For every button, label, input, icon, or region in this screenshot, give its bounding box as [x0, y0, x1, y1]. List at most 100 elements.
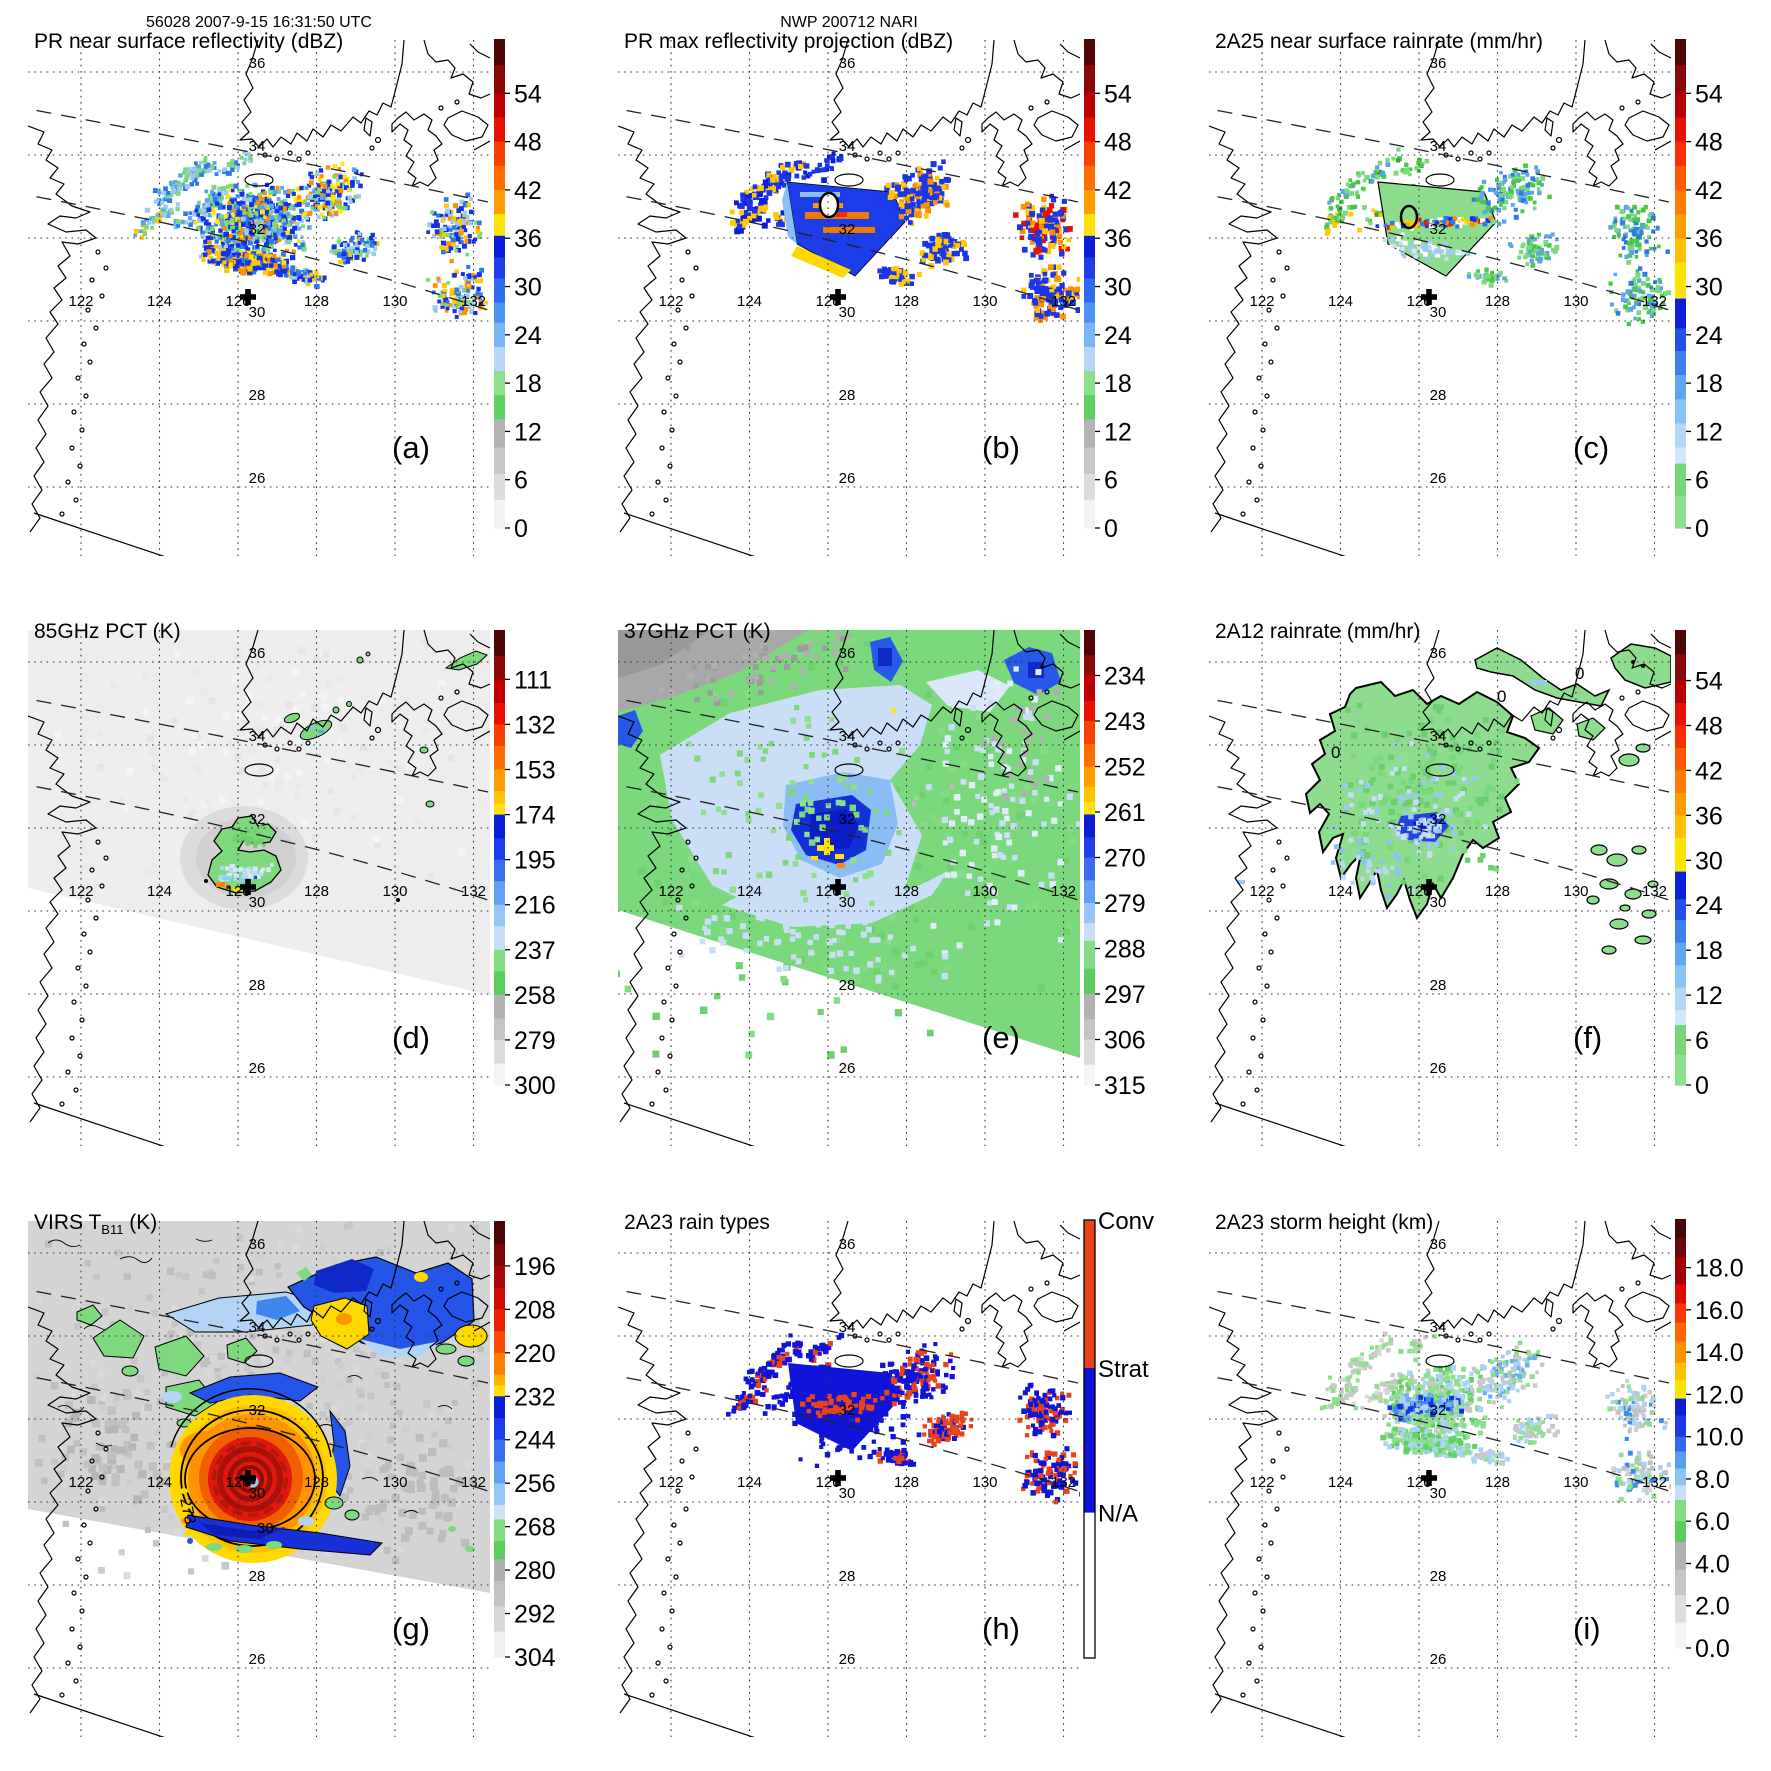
- colorbar: 196 208 220 232 244 256 268 280 292 304: [494, 1221, 556, 1672]
- svg-text:26: 26: [839, 470, 856, 487]
- svg-text:26: 26: [1430, 1060, 1447, 1077]
- colorbar-tick-label: 268: [514, 1514, 556, 1542]
- colorbar-tick-label: 30: [1104, 274, 1132, 302]
- colorbar-tick-label: 16.0: [1695, 1297, 1744, 1325]
- colorbar-tick-label: 6.0: [1695, 1508, 1730, 1536]
- colorbar-tick-label: 54: [1104, 80, 1132, 108]
- panel-a: 122 124 126 128 130 132 36 34 32 30 28 26 54 48 42 36 3…: [0, 0, 590, 591]
- latlon-grid: [28, 1221, 490, 1737]
- colorbar: 54 48 42 36 30 24 18 12 6 0: [494, 39, 542, 543]
- panel-g: 273 30 122 124 126 128 130 132 36 34 32 30 28 26 196 2…: [0, 1181, 590, 1771]
- svg-text:30: 30: [249, 894, 266, 911]
- colorbar-tick-label: 315: [1104, 1072, 1146, 1100]
- colorbar-tick-label: 6: [514, 467, 528, 495]
- panel-b-letter: (b): [982, 430, 1020, 465]
- storm-center-marker: [1421, 879, 1437, 895]
- colorbar-tick-label: 42: [1695, 757, 1723, 785]
- panel-d-letter: (d): [392, 1020, 430, 1055]
- colorbar-tick-label: 208: [514, 1296, 556, 1324]
- colorbar-tick-label: 54: [1695, 668, 1723, 696]
- svg-text:128: 128: [304, 883, 329, 900]
- colorbar-tick-label: 24: [1695, 322, 1723, 350]
- svg-text:130: 130: [972, 883, 997, 900]
- panel-a-title: PR near surface reflectivity (dBZ): [34, 30, 344, 53]
- colorbar-tick-label: 18: [1695, 937, 1723, 965]
- svg-text:28: 28: [249, 977, 266, 994]
- svg-text:124: 124: [737, 883, 762, 900]
- colorbar-tick-label: 24: [1695, 892, 1723, 920]
- coastlines: [28, 630, 490, 1146]
- svg-text:132: 132: [1051, 293, 1076, 310]
- colorbar-tick-label: 216: [514, 892, 556, 920]
- svg-text:34: 34: [249, 728, 266, 745]
- colorbar-tick-label: 30: [514, 274, 542, 302]
- colorbar-tick-label: 36: [1104, 225, 1132, 253]
- svg-text:130: 130: [972, 293, 997, 310]
- coastlines: [618, 40, 1080, 556]
- svg-text:34: 34: [1430, 138, 1447, 155]
- panel-i-title: 2A23 storm height (km): [1215, 1211, 1434, 1234]
- svg-text:34: 34: [839, 728, 856, 745]
- svg-text:0: 0: [1331, 743, 1340, 762]
- colorbar: Conv Strat N/A: [1083, 1208, 1154, 1659]
- figure-suptitle-center: NWP 200712 NARI: [780, 14, 918, 31]
- colorbar-tick-label: 48: [1695, 713, 1723, 741]
- panel-h: 122 124 126 128 130 132 36 34 32 30 28 26 Conv Strat…: [590, 1181, 1180, 1771]
- colorbar-tick-label: 42: [1695, 177, 1723, 205]
- svg-text:128: 128: [894, 883, 919, 900]
- colorbar-tick-label: 292: [514, 1601, 556, 1629]
- colorbar: 54 48 42 36 30 24 18 12 6 0: [1675, 630, 1723, 1100]
- colorbar: 111 132 153 174 195 216 237 258 279 300: [494, 630, 556, 1100]
- svg-text:30: 30: [249, 304, 266, 321]
- storm-center-marker: [830, 289, 846, 305]
- panel-d: 122 124 126 128 130 132 36 34 32 30 28 26 111 132 153…: [0, 590, 590, 1181]
- colorbar-tick-label: 30: [1695, 274, 1723, 302]
- svg-text:128: 128: [304, 293, 329, 310]
- svg-text:28: 28: [249, 387, 266, 404]
- colorbar-tick-label: 10.0: [1695, 1424, 1744, 1452]
- colorbar-tick-label: 300: [514, 1072, 556, 1100]
- coastlines: [618, 630, 1080, 1146]
- colorbar-tick-label: 237: [514, 937, 556, 965]
- colorbar-tick-label: 4.0: [1695, 1551, 1730, 1579]
- svg-text:36: 36: [249, 645, 266, 662]
- colorbar-tick-label: 18: [1104, 370, 1132, 398]
- colorbar: 54 48 42 36 30 24 18 12 6 0: [1084, 39, 1132, 543]
- svg-text:32: 32: [1430, 221, 1447, 238]
- colorbar-tick-label: 111: [514, 666, 552, 694]
- colorbar-tick-label: 42: [514, 177, 542, 205]
- colorbar-tick-label: 195: [514, 847, 556, 875]
- svg-text:36: 36: [839, 55, 856, 72]
- data-field: [1320, 1331, 1671, 1504]
- svg-text:124: 124: [1328, 883, 1353, 900]
- svg-text:128: 128: [894, 293, 919, 310]
- colorbar: 54 48 42 36 30 24 18 12 6 0: [1675, 39, 1723, 543]
- svg-text:32: 32: [839, 221, 856, 238]
- svg-text:30: 30: [1430, 894, 1447, 911]
- data-field: [729, 151, 1080, 323]
- panel-g-title: VIRS TB11 (K): [34, 1211, 158, 1238]
- colorbar-tick-label: 306: [1104, 1027, 1146, 1055]
- svg-text:28: 28: [839, 387, 856, 404]
- panel-e-letter: (e): [982, 1020, 1020, 1055]
- colorbar-tick-label: 0: [1104, 515, 1118, 543]
- latlon-grid: [618, 1221, 1080, 1737]
- colorbar-tick-label: 14.0: [1695, 1339, 1744, 1367]
- colorbar-tick-label: 6: [1695, 1027, 1709, 1055]
- panel-c: 122 124 126 128 130 132 36 34 32 30 28 26 54 48 42 36 3…: [1181, 0, 1771, 591]
- svg-text:28: 28: [1430, 387, 1447, 404]
- panel-c-title: 2A25 near surface rainrate (mm/hr): [1215, 30, 1543, 53]
- svg-text:34: 34: [249, 138, 266, 155]
- colorbar: 18.0 16.0 14.0 12.0 10.0 8.0 6.0 4.0 2.0 0.0: [1675, 1219, 1744, 1663]
- panel-b-title: PR max reflectivity projection (dBZ): [624, 30, 954, 53]
- colorbar-category-label: N/A: [1098, 1501, 1138, 1528]
- colorbar-tick-label: 196: [514, 1253, 556, 1281]
- panel-g-title-subscript: B11: [101, 1222, 124, 1238]
